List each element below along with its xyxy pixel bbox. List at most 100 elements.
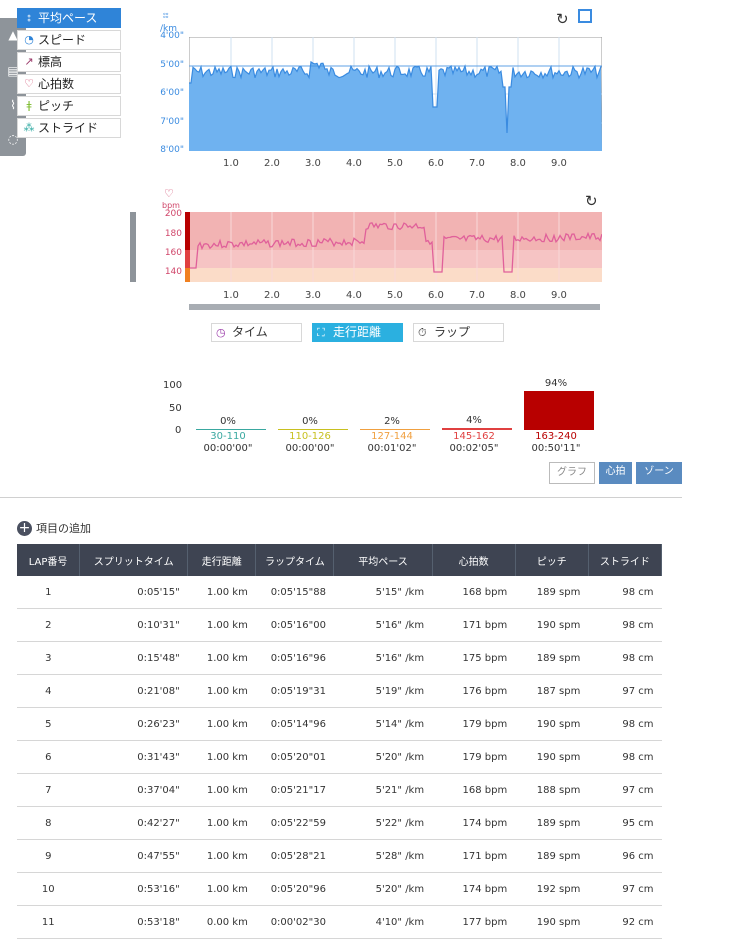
table-row: 10 0:53'16" 1.00 km 0:05'20"96 5'20" /km 174 … (17, 872, 662, 906)
refresh-icon[interactable]: ↻ (556, 10, 569, 28)
column-header[interactable]: ラップタイム (255, 544, 335, 576)
zone-bar[interactable] (360, 429, 430, 430)
table-cell: 190 spm (515, 608, 589, 642)
pace-y-tick: 6'00" (160, 88, 184, 98)
metric-item-label: 心拍数 (38, 77, 75, 91)
pace-x-tick: 4.0 (346, 158, 362, 169)
table-cell: 0:05'21"17 (255, 773, 334, 807)
tab-distance[interactable]: ⛶ 走行距離 (312, 323, 403, 342)
table-cell: 3 (17, 641, 80, 675)
metric-item-pace[interactable]: ⦂ 平均ペース (17, 8, 121, 28)
metric-item-stride[interactable]: ⁂ ストライド (17, 118, 121, 138)
table-cell: 0:05'19"31 (255, 674, 334, 708)
table-cell: 187 spm (515, 674, 589, 708)
tab-lap[interactable]: ⏱ ラップ (413, 323, 504, 342)
column-header[interactable]: ピッチ (515, 544, 589, 576)
metric-item-heart-rate[interactable]: ♡ 心拍数 (17, 74, 121, 94)
table-cell: 0:05'16"00 (255, 608, 334, 642)
table-row: 5 0:26'23" 1.00 km 0:05'14"96 5'14" /km 179 b… (17, 707, 662, 741)
refresh-icon[interactable]: ↻ (585, 192, 598, 210)
add-item-link[interactable]: 項目の追加 (36, 522, 91, 535)
heart-rate-button[interactable]: 心拍 (599, 462, 632, 484)
speed-icon: ◔ (24, 33, 34, 46)
zone-bar[interactable] (278, 429, 348, 430)
column-header[interactable]: スプリットタイム (79, 544, 189, 576)
hr-y-tick: 140 (164, 267, 182, 277)
table-cell: 98 cm (588, 608, 662, 642)
hr-y-tick: 200 (164, 209, 182, 219)
graph-button[interactable]: グラフ (549, 462, 595, 484)
pace-y-tick: 5'00" (160, 60, 184, 70)
zoom-icon[interactable] (578, 9, 592, 23)
table-cell: 0:05'22"59 (255, 806, 334, 840)
metric-item-elevation[interactable]: ↗ 標高 (17, 52, 121, 72)
table-cell: 10 (17, 872, 80, 906)
metric-item-pitch[interactable]: ǂ ピッチ (17, 96, 121, 116)
hr-x-tick: 8.0 (510, 290, 526, 301)
hr-y-tick: 180 (164, 229, 182, 239)
pace-unit-icon: ⦂⦂ (163, 11, 169, 21)
pace-y-tick: 8'00" (160, 145, 184, 155)
table-cell: 179 bpm (432, 740, 516, 774)
zone-range: 145-162 (453, 431, 495, 442)
table-row: 6 0:31'43" 1.00 km 0:05'20"01 5'20" /km 179 b… (17, 740, 662, 774)
table-cell: 0:05'15"88 (255, 576, 334, 609)
zone-button[interactable]: ゾーン (636, 462, 682, 484)
pace-y-tick: 4'00" (160, 31, 184, 41)
stopwatch-icon[interactable]: ◌ (7, 132, 19, 146)
table-cell: 190 spm (515, 905, 589, 939)
hr-x-tick: 6.0 (428, 290, 444, 301)
metric-item-speed[interactable]: ◔ スピード (17, 30, 121, 50)
table-cell: 189 spm (515, 576, 589, 609)
pace-x-tick: 9.0 (551, 158, 567, 169)
chart-icon[interactable]: ⌇ (10, 98, 16, 112)
table-cell: 0:15'48" (79, 641, 188, 675)
metric-item-label: ストライド (38, 121, 99, 135)
table-cell: 98 cm (588, 740, 662, 774)
table-row: 4 0:21'08" 1.00 km 0:05'19"31 5'19" /km 176 b… (17, 674, 662, 708)
table-cell: 0:53'16" (79, 872, 188, 906)
vertical-scroll-handle[interactable] (130, 212, 136, 282)
table-cell: 0:53'18" (79, 905, 188, 939)
plus-icon[interactable]: + (17, 520, 32, 536)
table-cell: 96 cm (588, 839, 662, 873)
zone-bar[interactable] (442, 428, 512, 430)
zone-bar[interactable] (196, 429, 266, 430)
pace-x-tick: 7.0 (469, 158, 485, 169)
pace-x-tick: 2.0 (264, 158, 280, 169)
table-cell: 5'28" /km (333, 839, 433, 873)
table-cell: 5'16" /km (333, 641, 433, 675)
table-cell: 189 spm (515, 806, 589, 840)
table-cell: 0:05'20"01 (255, 740, 334, 774)
column-header[interactable]: 平均ペース (333, 544, 433, 576)
table-cell: 0:05'20"96 (255, 872, 334, 906)
column-header[interactable]: ストライド (588, 544, 663, 576)
hr-x-tick: 7.0 (469, 290, 485, 301)
zone-range: 127-144 (371, 431, 413, 442)
pin-icon[interactable]: ▲ (8, 28, 18, 42)
column-header[interactable]: 走行距離 (187, 544, 257, 576)
zone-bar[interactable] (524, 390, 594, 430)
tab-time[interactable]: ◷ タイム (211, 323, 302, 342)
column-header[interactable]: 心拍数 (432, 544, 516, 576)
table-cell: 9 (17, 839, 80, 873)
stopwatch-icon: ⏱ (418, 326, 427, 339)
table-cell: 1 (17, 576, 80, 609)
tab-label: ラップ (434, 325, 471, 339)
horizontal-scrollbar[interactable] (189, 304, 600, 310)
heart-icon: ♡ (24, 77, 34, 90)
zone-y-tick: 0 (175, 425, 182, 436)
table-cell: 0:05'14"96 (255, 707, 334, 741)
tab-label: タイム (232, 325, 268, 339)
heart-icon: ♡ (164, 187, 174, 200)
column-header[interactable]: LAP番号 (17, 544, 81, 576)
pace-unit-label: /km (160, 24, 178, 34)
hr-x-tick: 1.0 (223, 290, 239, 301)
table-row: 1 0:05'15" 1.00 km 0:05'15"88 5'15" /km 168 b… (17, 576, 662, 609)
document-icon[interactable]: ▤ (7, 64, 19, 78)
table-cell: 1.00 km (187, 773, 256, 807)
table-cell: 2 (17, 608, 80, 642)
pace-x-tick: 6.0 (428, 158, 444, 169)
table-cell: 1.00 km (187, 608, 256, 642)
table-cell: 97 cm (588, 872, 662, 906)
